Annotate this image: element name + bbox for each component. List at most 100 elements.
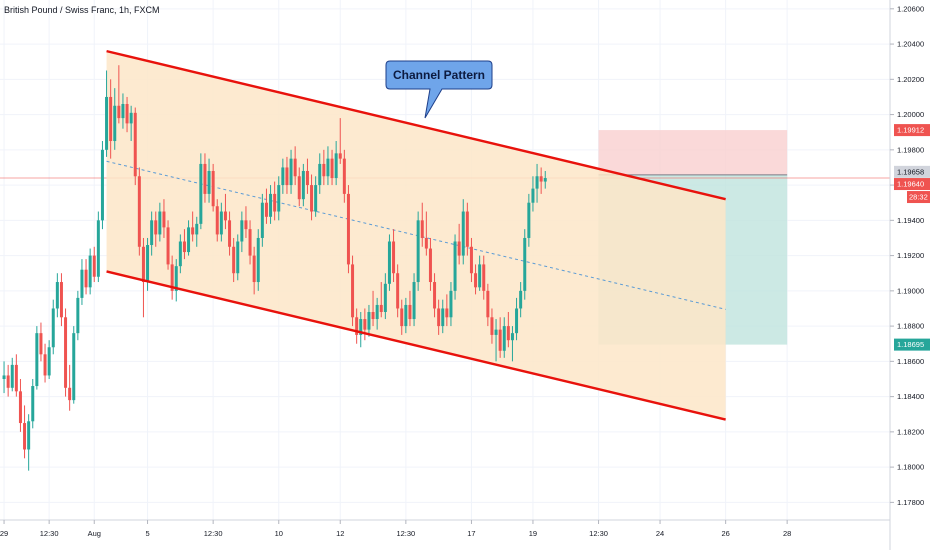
channel-callout[interactable]: Channel Pattern [385, 60, 493, 119]
target-price-tag[interactable]: 1.18695 [894, 338, 930, 351]
candle [510, 326, 514, 362]
candle [199, 153, 203, 230]
candle [51, 299, 55, 355]
candle [27, 414, 31, 471]
stop-price-tag[interactable]: 1.19912 [894, 124, 930, 137]
candle [490, 308, 494, 344]
candle-body [166, 227, 170, 265]
candle-body [18, 391, 22, 424]
candle-body [199, 163, 203, 224]
candle [170, 255, 174, 300]
candle-body [301, 170, 305, 200]
candle [387, 234, 391, 291]
candle-body [510, 333, 514, 341]
current-price-tag[interactable]: 1.19640 [894, 178, 930, 191]
candle [43, 343, 47, 383]
stop-price-tag-bg [894, 124, 930, 137]
candle [84, 259, 88, 295]
candle [68, 364, 72, 411]
candle [523, 229, 527, 300]
channel-midline[interactable] [106, 160, 726, 310]
candle [277, 176, 281, 221]
candle-body [150, 220, 154, 246]
candle-body [515, 308, 519, 334]
candle [72, 326, 76, 404]
candle-body [43, 354, 47, 376]
candle-body [502, 326, 506, 351]
x-tick-label: 12:30 [396, 529, 415, 538]
candle [35, 326, 39, 390]
candle [318, 153, 322, 194]
candle-body [219, 211, 223, 235]
candle [252, 246, 256, 295]
candle-body [174, 266, 178, 291]
candle [445, 294, 449, 327]
channel-upper-line[interactable] [106, 49, 726, 201]
candle-body [310, 185, 314, 212]
candle-body [256, 237, 260, 283]
candle [14, 354, 18, 397]
candle [346, 185, 350, 274]
candle [396, 264, 400, 318]
candle-body [314, 185, 318, 212]
candle [88, 248, 92, 295]
x-tick-label: 12 [336, 529, 344, 538]
candle-body [109, 96, 113, 142]
target-price-tag-bg [894, 338, 930, 351]
callout-bubble[interactable] [385, 60, 493, 119]
candle-body [449, 290, 453, 318]
candle [461, 199, 465, 265]
entry-price-tag[interactable]: 1.19658 [894, 165, 930, 178]
candle-body [64, 317, 68, 388]
candle [355, 308, 359, 344]
candle-body [154, 220, 158, 235]
candle [125, 96, 129, 133]
candle-body [14, 364, 18, 392]
candle [2, 361, 6, 394]
y-tick-label: 1.18600 [897, 357, 924, 366]
time-axis[interactable]: 29 12:30 Aug 5 12:30 10 12 12:30 17 19 12:30 24 26 28 [0, 519, 890, 538]
candle [543, 170, 547, 189]
candle-body [96, 220, 100, 277]
candle-body [412, 282, 416, 320]
candle [121, 93, 125, 129]
candle-body [392, 241, 396, 274]
candle-body [203, 163, 207, 194]
candle-body [117, 105, 121, 119]
candle [92, 246, 96, 283]
candle-body [244, 220, 248, 230]
candle [420, 202, 424, 247]
channel-lower-line[interactable] [106, 270, 726, 421]
candle [342, 149, 346, 203]
candle [494, 319, 498, 362]
stop-loss-zone[interactable] [598, 130, 788, 175]
x-tick-label: 24 [656, 529, 664, 538]
candle [10, 357, 14, 392]
candle-body [346, 193, 350, 265]
candle [371, 290, 375, 327]
x-tick-label: 29 [0, 529, 8, 538]
candle [23, 405, 27, 459]
candle [178, 234, 182, 274]
candle [6, 364, 10, 397]
candle [482, 255, 486, 300]
y-tick-label: 1.17800 [897, 498, 924, 507]
candle-body [273, 193, 277, 212]
candle-body [27, 421, 31, 450]
candle [478, 255, 482, 291]
candle-body [31, 386, 35, 422]
candle [158, 202, 162, 242]
channel-area [106, 51, 726, 420]
entry-price-tag-label: 1.19658 [897, 167, 924, 176]
candle-body [445, 308, 449, 318]
candle [322, 149, 326, 186]
candle [174, 259, 178, 302]
price-axis[interactable]: 1.20600 1.20400 1.20200 1.20000 1.19800 1.196… [889, 0, 924, 550]
candle-body [105, 96, 109, 150]
y-tick-label: 1.18000 [897, 463, 924, 472]
candle-body [371, 312, 375, 320]
symbol-label: British Pound / Swiss Franc, 1h, FXCM [4, 5, 160, 15]
candle [305, 158, 309, 194]
